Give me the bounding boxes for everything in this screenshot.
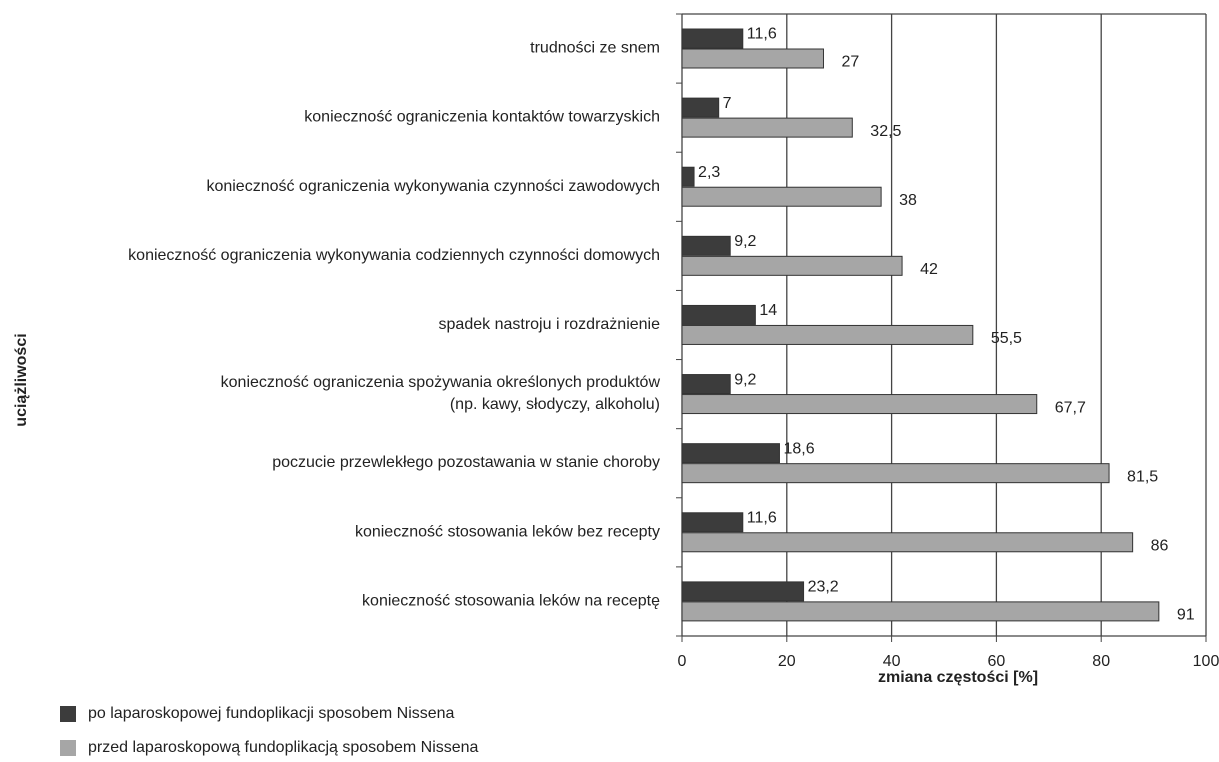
y-tick-label: konieczność ograniczenia wykonywania cod…	[128, 247, 660, 264]
y-tick-label: trudności ze snem	[530, 40, 660, 57]
data-label: 67,7	[1055, 399, 1086, 416]
bar	[681, 394, 1038, 415]
legend-swatch	[60, 740, 76, 756]
bar	[681, 532, 1134, 553]
data-label: 14	[759, 302, 777, 319]
data-label: 23,2	[808, 579, 839, 596]
data-label: 91	[1177, 607, 1195, 624]
data-label: 18,6	[783, 440, 814, 457]
data-label: 9,2	[734, 233, 756, 250]
data-label: 7	[723, 95, 732, 112]
data-label: 11,6	[747, 26, 777, 43]
x-tick-label: 40	[883, 653, 901, 670]
data-label: 38	[899, 192, 917, 209]
x-tick-label: 0	[678, 653, 687, 670]
bar	[681, 443, 780, 464]
y-tick-label: konieczność stosowania leków na receptę	[362, 593, 660, 610]
bar	[681, 97, 720, 118]
data-label: 55,5	[991, 330, 1022, 347]
x-tick-label: 60	[988, 653, 1006, 670]
data-label: 11,6	[747, 509, 777, 526]
data-label: 42	[920, 261, 938, 278]
data-label: 81,5	[1127, 468, 1158, 485]
data-label: 9,2	[734, 371, 756, 388]
data-label: 32,5	[870, 123, 901, 140]
y-axis-label: uciążliwości	[13, 333, 30, 426]
legend-label: przed laparoskopową fundoplikacją sposob…	[88, 739, 479, 756]
bar	[681, 374, 731, 395]
bar	[681, 255, 903, 276]
y-tick-label: konieczność ograniczenia kontaktów towar…	[304, 109, 660, 126]
bar	[681, 324, 974, 345]
bar	[681, 463, 1110, 484]
x-tick-label: 80	[1092, 653, 1110, 670]
bar	[681, 304, 756, 325]
legend-swatch	[60, 706, 76, 722]
y-tick-label: konieczność ograniczenia wykonywania czy…	[206, 178, 660, 195]
y-tick-label: poczucie przewlekłego pozostawania w sta…	[272, 454, 660, 471]
legend-label: po laparoskopowej fundoplikacji sposobem…	[88, 705, 455, 722]
bar	[681, 117, 853, 138]
bar	[681, 512, 744, 533]
bar	[681, 48, 824, 69]
data-label: 86	[1151, 537, 1169, 554]
x-tick-label: 20	[778, 653, 796, 670]
bar	[681, 166, 695, 187]
bar	[681, 601, 1160, 622]
y-tick-label: spadek nastroju i rozdrażnienie	[439, 316, 661, 333]
bar	[681, 28, 744, 49]
y-tick-label: konieczność stosowania leków bez recepty	[355, 524, 660, 541]
bar	[681, 581, 805, 602]
x-tick-label: 100	[1193, 653, 1219, 670]
x-axis-label: zmiana częstości [%]	[878, 669, 1038, 686]
bar	[681, 186, 882, 207]
data-label: 27	[841, 54, 859, 71]
bar	[681, 235, 731, 256]
y-tick-label: konieczność ograniczenia spożywania okre…	[221, 374, 661, 413]
data-label: 2,3	[698, 164, 720, 181]
